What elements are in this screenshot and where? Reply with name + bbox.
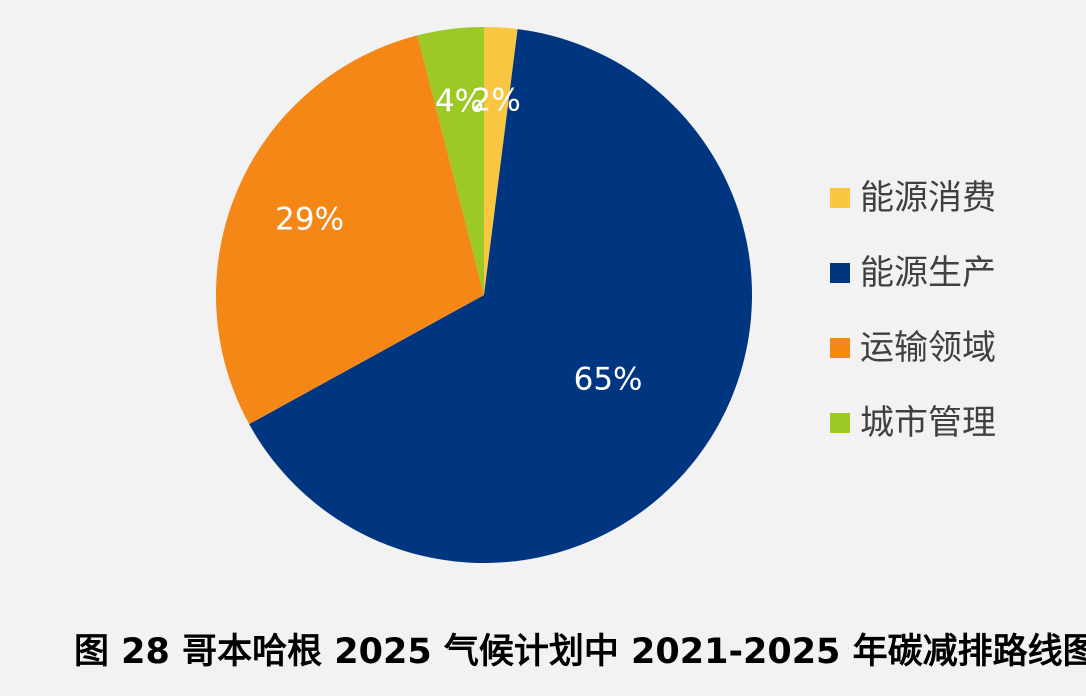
pie-slice <box>417 27 484 295</box>
pie-slice <box>249 29 752 564</box>
legend-swatch <box>830 338 850 358</box>
pie-slice <box>484 27 518 295</box>
pie-slice <box>216 35 485 425</box>
legend: 能源消费 能源生产 运输领域 城市管理 <box>830 176 1070 476</box>
legend-item-transport: 运输领域 <box>830 326 1070 370</box>
slice-data-label: 4% <box>435 84 484 120</box>
legend-label: 能源消费 <box>860 178 996 218</box>
slice-data-label: 2% <box>472 82 521 118</box>
legend-item-energy-consumption: 能源消费 <box>830 176 1070 220</box>
legend-item-energy-production: 能源生产 <box>830 251 1070 295</box>
legend-label: 运输领域 <box>860 328 996 368</box>
legend-swatch <box>830 188 850 208</box>
legend-swatch <box>830 263 850 283</box>
pie-labels: 2% 65% 29% 4% <box>275 82 642 397</box>
legend-swatch <box>830 413 850 433</box>
legend-label: 能源生产 <box>860 253 996 293</box>
legend-label: 城市管理 <box>860 403 996 443</box>
legend-item-city-management: 城市管理 <box>830 401 1070 445</box>
figure-caption: 图 28 哥本哈根 2025 气候计划中 2021-2025 年碳减排路线图 <box>74 632 1086 672</box>
slice-data-label: 29% <box>275 202 344 238</box>
slice-data-label: 65% <box>574 361 643 397</box>
pie-chart: 2% 65% 29% 4% <box>216 27 752 564</box>
pie-slices <box>216 27 752 564</box>
